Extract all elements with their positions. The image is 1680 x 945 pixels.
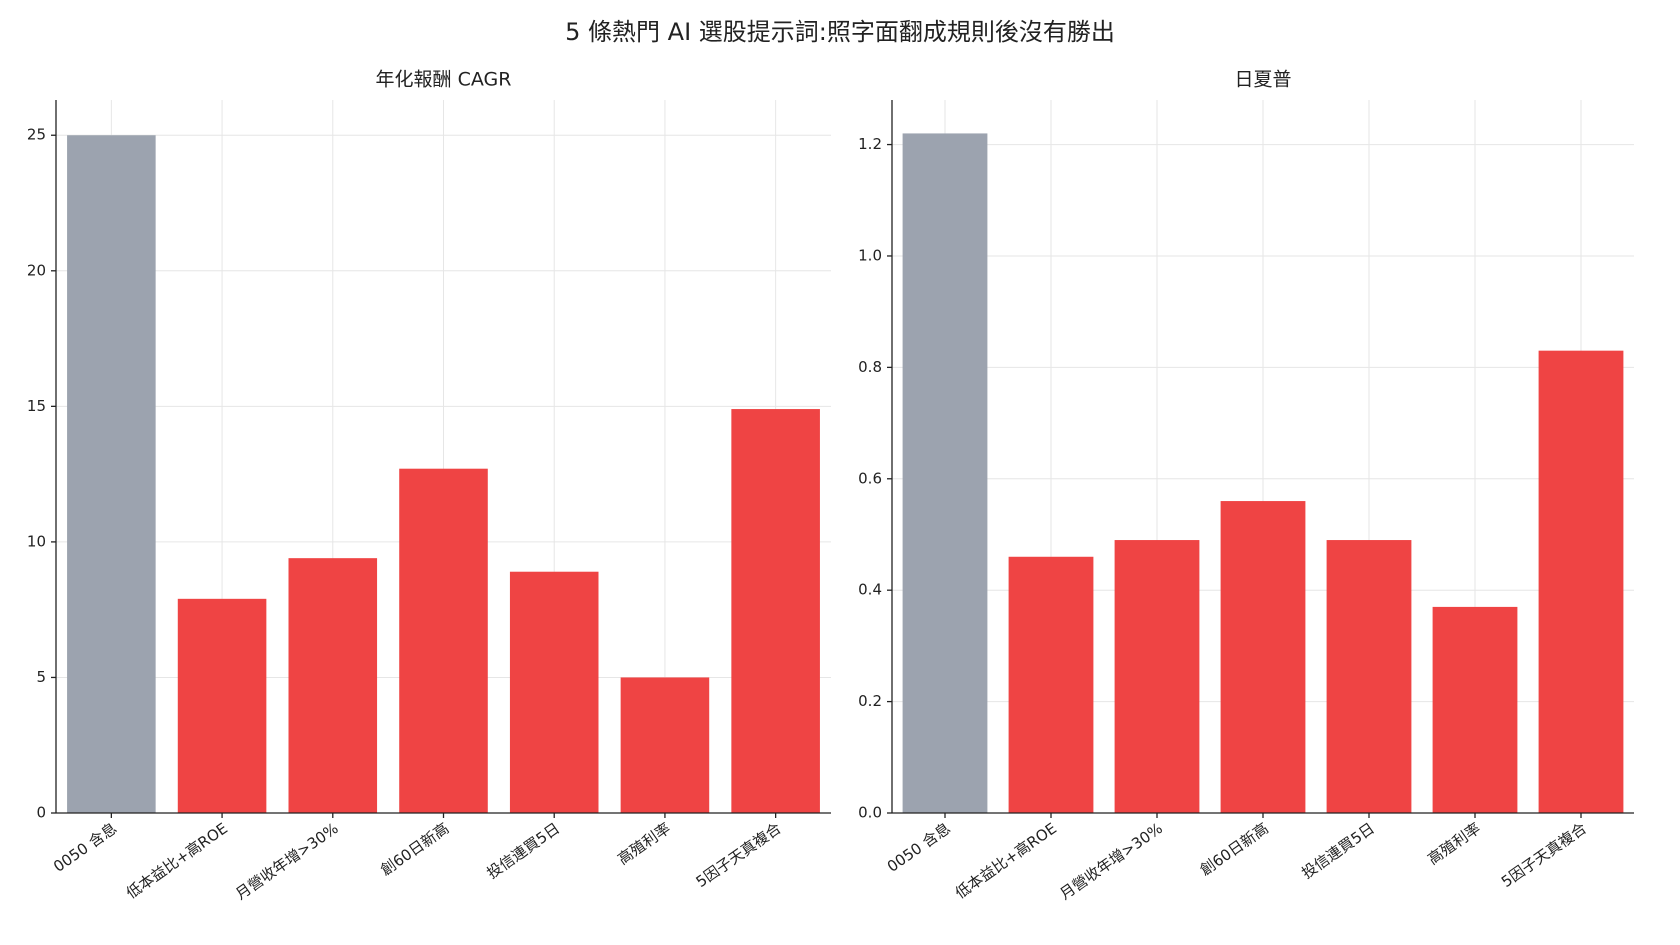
bar — [731, 409, 820, 813]
subplot-title: 年化報酬 CAGR — [376, 69, 512, 91]
x-tick-label: 月營收年增>30% — [1056, 819, 1165, 903]
bar — [1220, 501, 1306, 813]
x-tick-label: 投信連買5日 — [1298, 819, 1378, 882]
y-tick-label: 0.6 — [858, 469, 882, 487]
x-tick-label: 投信連買5日 — [484, 819, 564, 882]
y-tick-label: 0.4 — [858, 581, 882, 599]
y-tick-label: 0.2 — [858, 692, 882, 710]
bar — [399, 468, 488, 813]
y-tick-label: 5 — [36, 668, 46, 686]
bar — [902, 133, 988, 813]
y-tick-label: 10 — [27, 532, 46, 550]
y-tick-label: 0.0 — [858, 804, 882, 822]
bar — [288, 558, 378, 813]
x-tick-label: 創60日新高 — [1197, 819, 1272, 879]
subplot-title: 日夏普 — [1234, 69, 1291, 91]
y-tick-label: 1.2 — [858, 135, 882, 153]
y-tick-label: 0 — [36, 804, 46, 822]
x-tick-label: 0050 含息 — [884, 819, 954, 876]
x-tick-label: 月營收年增>30% — [232, 819, 341, 903]
bar — [67, 135, 156, 813]
x-tick-label: 0050 含息 — [50, 819, 120, 876]
y-tick-label: 25 — [27, 126, 46, 144]
x-tick-label: 5因子天真複合 — [693, 819, 785, 891]
figure-title: 5 條熱門 AI 選股提示詞:照字面翻成規則後沒有勝出 — [565, 18, 1115, 46]
bar — [1538, 350, 1624, 813]
bar — [1432, 606, 1518, 813]
y-tick-label: 15 — [27, 397, 46, 415]
x-tick-label: 低本益比+高ROE — [952, 819, 1060, 902]
x-tick-label: 高殖利率 — [614, 819, 673, 868]
bar — [1326, 540, 1412, 813]
y-tick-label: 20 — [27, 261, 46, 279]
y-tick-label: 0.8 — [858, 358, 882, 376]
bar — [1008, 556, 1094, 813]
x-tick-label: 高殖利率 — [1424, 819, 1483, 868]
bar — [509, 571, 599, 813]
bar — [177, 598, 267, 813]
bar — [620, 677, 710, 813]
x-tick-label: 低本益比+高ROE — [123, 819, 231, 902]
x-tick-label: 5因子天真複合 — [1498, 819, 1590, 891]
y-tick-label: 1.0 — [858, 246, 882, 264]
x-tick-label: 創60日新高 — [377, 819, 452, 879]
bar — [1114, 540, 1200, 813]
